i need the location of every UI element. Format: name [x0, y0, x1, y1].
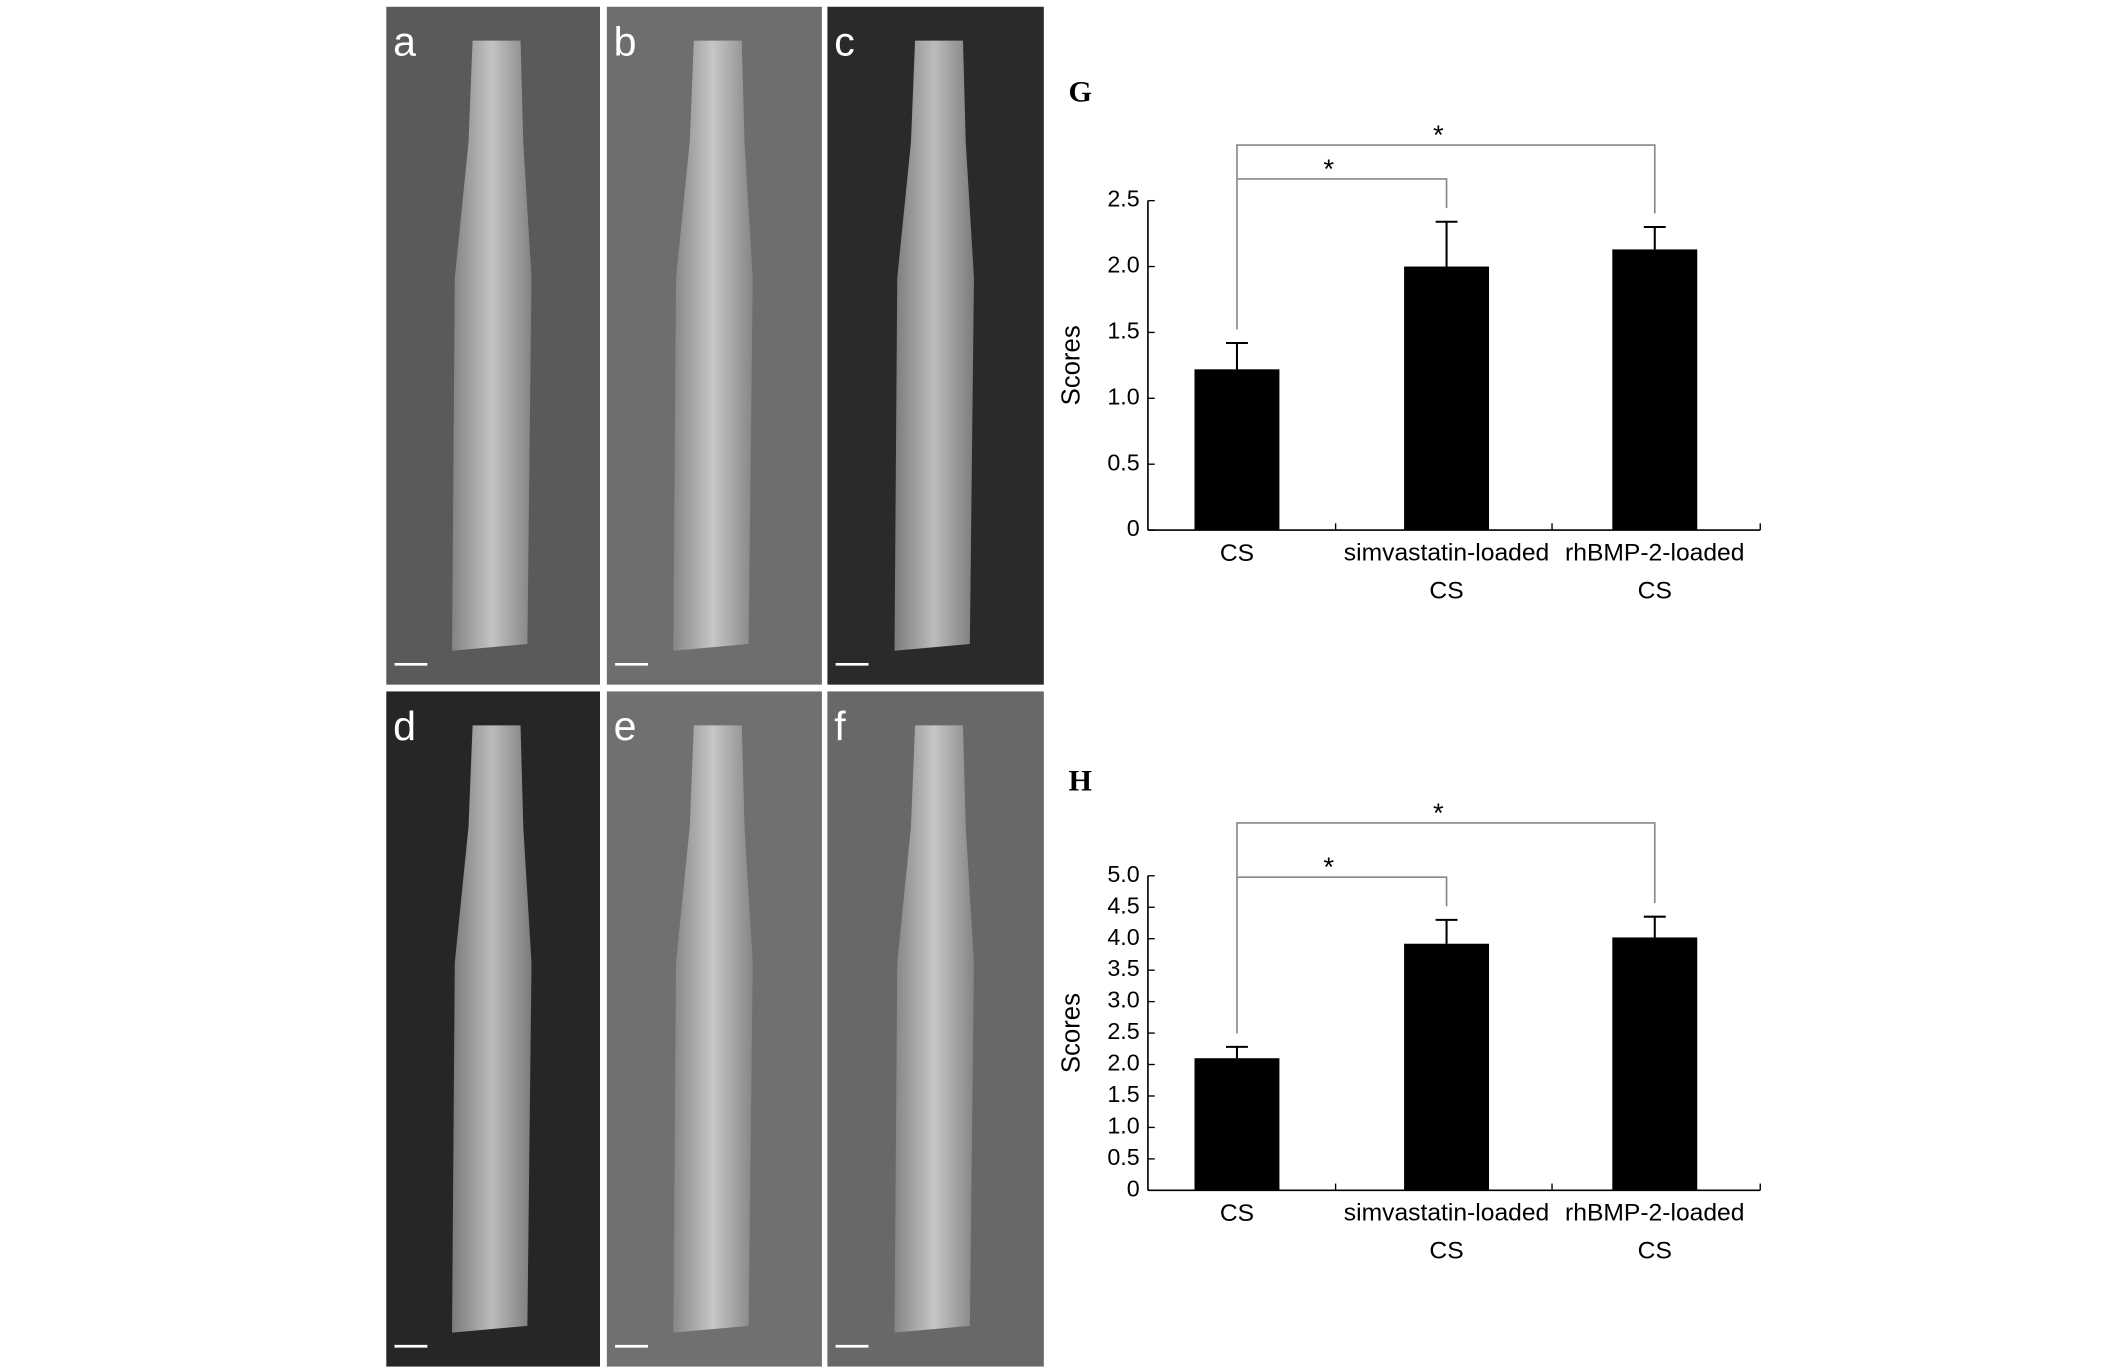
- error-bar: [1643, 225, 1666, 250]
- y-tick-label: 1.0: [1107, 1113, 1139, 1139]
- bar: [1404, 266, 1490, 531]
- y-axis-label: Scores: [1057, 993, 1085, 1073]
- y-tick-label: 3.5: [1107, 955, 1139, 981]
- chart-title: G: [1068, 76, 1091, 109]
- significance-bracket: [1236, 822, 1656, 1034]
- y-tick-label: 0: [1127, 1176, 1140, 1202]
- significance-mark: *: [1433, 797, 1444, 828]
- bone: [673, 725, 753, 1333]
- significance-bracket: [1236, 178, 1448, 209]
- panel-label: a: [393, 19, 416, 65]
- y-tick-label: 0.5: [1107, 1144, 1139, 1170]
- y-tick-label: 0.5: [1107, 449, 1139, 475]
- y-tick-label: 4.5: [1107, 892, 1139, 918]
- x-tick-label: simvastatin-loaded CS: [1344, 1200, 1549, 1265]
- y-tick-label: 2.5: [1107, 1018, 1139, 1044]
- significance-mark: *: [1323, 153, 1334, 184]
- error-bar: [1643, 915, 1666, 938]
- y-axis-label: Scores: [1057, 325, 1085, 405]
- x-tick-label: CS: [1220, 540, 1254, 567]
- y-tick-label: 2.5: [1107, 186, 1139, 212]
- bone: [452, 725, 532, 1333]
- y-tick-label: 1.5: [1107, 318, 1139, 344]
- y-tick-label: 2.0: [1107, 252, 1139, 278]
- y-tick-label: 2.0: [1107, 1050, 1139, 1076]
- y-tick-label: 4.0: [1107, 924, 1139, 950]
- bar: [1194, 1058, 1280, 1191]
- bar: [1194, 369, 1280, 531]
- panel-label: b: [614, 19, 637, 65]
- error-bar: [1226, 341, 1248, 370]
- panel-label: f: [834, 703, 846, 749]
- y-tick-label: 1.0: [1107, 384, 1139, 410]
- bar: [1612, 937, 1698, 1191]
- x-tick-label: simvastatin-loaded CS: [1344, 540, 1549, 605]
- chart-title: H: [1068, 765, 1091, 798]
- bone: [894, 725, 974, 1333]
- y-tick-label: 0: [1127, 515, 1140, 541]
- significance-mark: *: [1323, 851, 1334, 882]
- error-bar: [1435, 918, 1458, 944]
- x-tick-label: CS: [1220, 1200, 1254, 1227]
- significance-mark: *: [1433, 119, 1444, 150]
- panel-label: d: [393, 703, 416, 749]
- significance-bracket: [1236, 144, 1656, 330]
- y-tick-label: 1.5: [1107, 1081, 1139, 1107]
- error-bar: [1226, 1045, 1248, 1059]
- x-tick-label: rhBMP-2-loaded CS: [1565, 540, 1744, 605]
- bone: [452, 40, 532, 651]
- y-tick-label: 5.0: [1107, 861, 1139, 887]
- panel-label: e: [614, 703, 637, 749]
- y-tick-label: 3.0: [1107, 987, 1139, 1013]
- error-bar: [1435, 220, 1458, 267]
- bar: [1612, 249, 1698, 531]
- significance-bracket: [1236, 876, 1448, 907]
- bone: [894, 40, 974, 651]
- bone: [673, 40, 753, 651]
- bar: [1404, 943, 1490, 1191]
- panel-label: c: [834, 19, 855, 65]
- x-tick-label: rhBMP-2-loaded CS: [1565, 1200, 1744, 1265]
